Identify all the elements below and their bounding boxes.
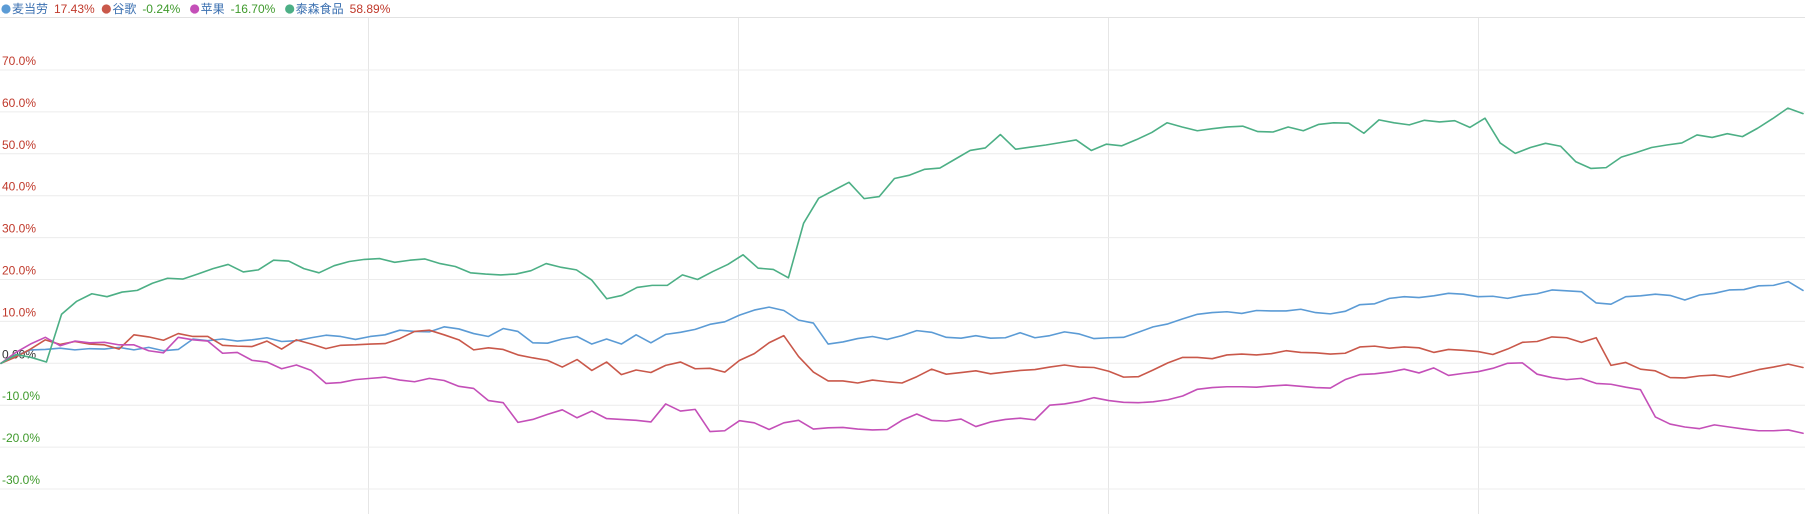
legend-marker-icon — [101, 4, 111, 14]
legend-marker-icon — [285, 4, 295, 14]
y-tick-label: 40.0% — [2, 180, 36, 194]
legend-marker-icon — [1, 4, 11, 14]
series-line — [0, 107, 1804, 365]
legend-item[interactable]: 苹果 -16.70% — [190, 2, 276, 16]
y-tick-label: 30.0% — [2, 222, 36, 236]
y-tick-label: 70.0% — [2, 54, 36, 68]
legend-series-change: -0.24% — [142, 2, 180, 16]
legend-series-name: 麦当劳 — [12, 2, 48, 16]
legend-series-change: -16.70% — [231, 2, 276, 16]
legend-series-change: 58.89% — [350, 2, 391, 16]
y-tick-label: -10.0% — [2, 389, 40, 403]
y-tick-label: -30.0% — [2, 473, 40, 487]
legend-item[interactable]: 谷歌 -0.24% — [101, 1, 181, 16]
series-line — [0, 280, 1804, 365]
y-tick-label: -20.0% — [2, 431, 40, 445]
legend-item[interactable]: 麦当劳 17.43% — [1, 2, 95, 16]
y-tick-label: 50.0% — [2, 138, 36, 152]
y-tick-label: 20.0% — [2, 264, 36, 278]
y-tick-label: 10.0% — [2, 305, 36, 319]
horizontal-gridlines — [0, 17, 1805, 490]
series-line — [0, 336, 1804, 435]
series-line — [0, 329, 1804, 384]
legend[interactable]: 麦当劳 17.43% 谷歌 -0.24% 苹果 -16.70% 泰森食品 58.89% — [1, 1, 391, 16]
y-axis-tick-labels: 70.0%60.0%50.0%40.0%30.0%20.0%10.0%0.00%… — [2, 54, 40, 487]
legend-series-name: 苹果 — [201, 2, 225, 16]
legend-series-name: 泰森食品 — [296, 1, 344, 16]
legend-series-name: 谷歌 — [112, 1, 136, 16]
legend-item[interactable]: 泰森食品 58.89% — [285, 1, 391, 16]
legend-marker-icon — [190, 4, 200, 14]
legend-series-change: 17.43% — [54, 2, 95, 16]
y-tick-label: 60.0% — [2, 96, 36, 110]
series-lines — [0, 107, 1804, 435]
vertical-gridlines — [368, 18, 1479, 514]
